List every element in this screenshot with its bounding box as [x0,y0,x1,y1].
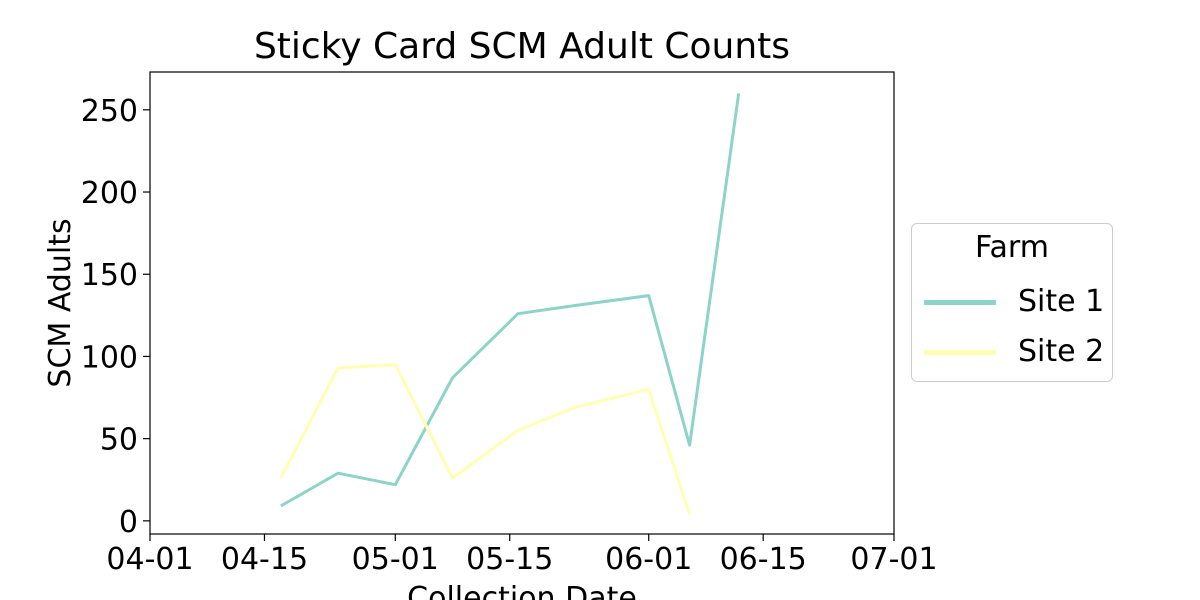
x-tick-label: 06-15 [720,542,807,577]
x-tick-label: 06-01 [605,542,692,577]
y-tick-label: 0 [119,505,138,540]
x-axis-label: Collection Date [407,581,637,600]
y-tick-label: 200 [81,176,138,211]
chart-title: Sticky Card SCM Adult Counts [253,26,791,67]
legend-label-site-2: Site 2 [1018,334,1105,369]
legend-swatch-site-2 [924,350,996,355]
plot-area-frame [149,71,895,535]
x-tick-label: 05-01 [352,542,439,577]
y-tick-label: 50 [100,423,138,458]
legend-title: Farm [975,230,1049,265]
x-tick-label: 05-15 [466,542,553,577]
x-tick-label: 04-01 [106,542,193,577]
series-lines [279,93,741,515]
legend-entry-site-1: Site 1 [922,282,1110,322]
legend: Farm Site 1 Site 2 [911,223,1113,382]
x-axis-ticks: 04-01 04-15 05-01 05-15 06-01 06-15 07-01 [106,534,938,577]
y-axis-label: SCM Adults [43,218,78,387]
y-tick-label: 100 [81,340,138,375]
series-line-site-1 [280,93,741,508]
series-line-site-2 [279,363,692,515]
legend-label-site-1: Site 1 [1018,284,1105,319]
y-tick-label: 150 [81,258,138,293]
legend-entry-site-2: Site 2 [922,332,1110,372]
legend-swatch-site-1 [924,300,996,305]
y-tick-label: 250 [81,94,138,129]
x-tick-label: 07-01 [850,542,937,577]
x-tick-label: 04-15 [221,542,308,577]
y-axis-ticks: 0 50 100 150 200 250 [81,94,150,540]
